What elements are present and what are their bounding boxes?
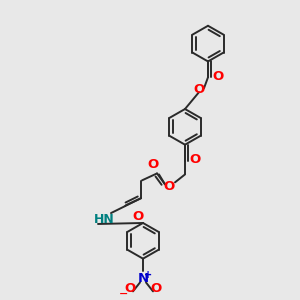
Text: +: + [144, 269, 152, 280]
Text: O: O [212, 70, 224, 83]
Text: O: O [150, 282, 162, 295]
Text: O: O [132, 209, 144, 223]
Text: O: O [164, 180, 175, 193]
Text: O: O [147, 158, 159, 171]
Text: −: − [119, 289, 129, 299]
Text: O: O [194, 83, 205, 96]
Text: HN: HN [94, 212, 114, 226]
Text: N: N [137, 272, 148, 285]
Text: O: O [189, 153, 201, 166]
Text: O: O [124, 282, 136, 295]
